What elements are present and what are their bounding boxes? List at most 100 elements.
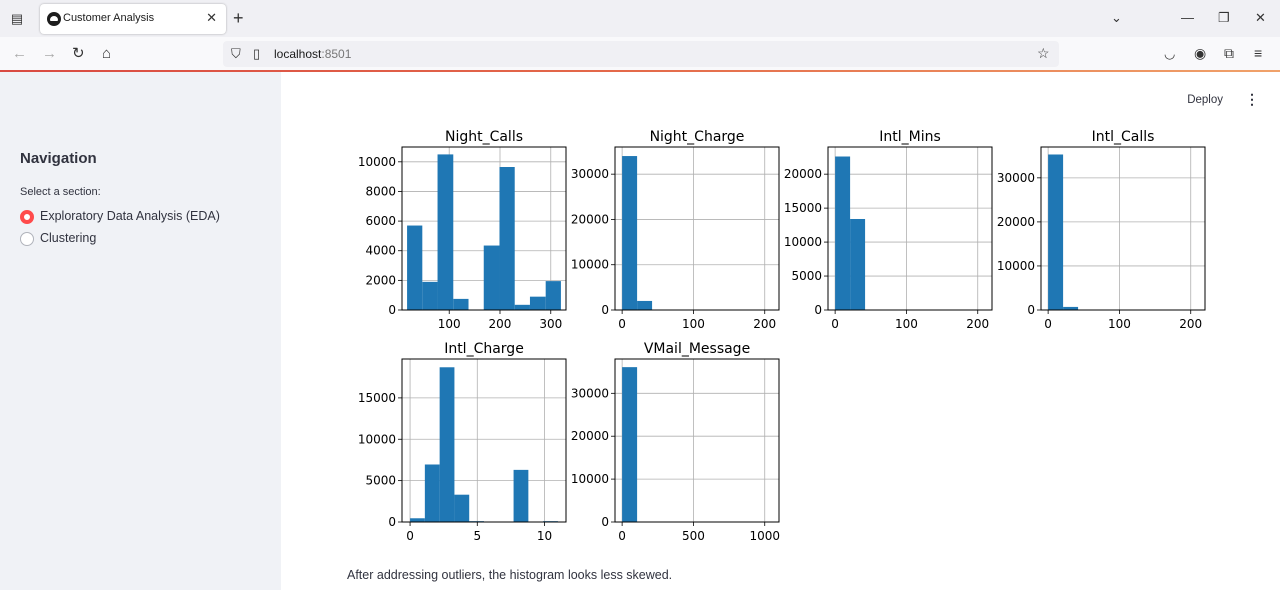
axes-frame [827, 146, 993, 311]
histogram-bar [424, 464, 440, 522]
y-tick-label: 10000 [358, 155, 396, 169]
histogram-bar [439, 367, 455, 522]
radio-option-clustering[interactable]: Clustering [20, 230, 260, 248]
list-all-tabs-icon[interactable]: ⌄ [1111, 10, 1122, 25]
x-tick-label: 100 [438, 317, 461, 331]
new-tab-icon[interactable]: + [233, 8, 244, 28]
histogram-bar [637, 300, 653, 310]
histogram-title: Intl_Charge [444, 341, 524, 357]
radio-option-eda[interactable]: Exploratory Data Analysis (EDA) [20, 208, 260, 226]
histogram-title: VMail_Message [644, 341, 750, 357]
radio-selected-icon[interactable] [20, 210, 34, 224]
y-tick-label: 30000 [997, 171, 1035, 185]
histogram-bar [422, 281, 438, 310]
url-port: :8501 [321, 47, 352, 61]
reload-icon[interactable]: ↻ [72, 45, 85, 62]
x-tick-label: 1000 [749, 529, 780, 543]
y-tick-label: 10000 [571, 258, 609, 272]
y-tick-label: 5000 [365, 474, 396, 488]
bookmark-star-icon[interactable]: ☆ [1037, 45, 1050, 61]
x-tick-label: 300 [539, 317, 562, 331]
x-tick-label: 0 [618, 317, 626, 331]
x-tick-label: 0 [831, 317, 839, 331]
x-tick-label: 100 [895, 317, 918, 331]
section-select-label: Select a section: [20, 186, 101, 198]
y-tick-label: 15000 [784, 201, 822, 215]
histogram-intl-charge: 0 5 10 0 5000 10000 15000 Intl_Charge [358, 341, 567, 543]
close-window-icon[interactable]: ✕ [1255, 10, 1266, 25]
radio-option-label: Exploratory Data Analysis (EDA) [40, 209, 220, 223]
y-tick-label: 0 [601, 303, 609, 317]
close-tab-icon[interactable]: ✕ [206, 10, 217, 25]
histogram-caption: After addressing outliers, the histogram… [347, 568, 673, 582]
page-load-bar [0, 70, 1280, 72]
x-tick-label: 0 [1044, 317, 1052, 331]
url-text: localhost:8501 [274, 47, 351, 61]
histogram-intl-mins: 0 100 200 0 5000 10000 15000 20000 Intl_Mins [784, 129, 993, 331]
menu-icon[interactable]: ≡ [1254, 45, 1263, 61]
extensions-icon[interactable]: ⧉ [1224, 45, 1234, 61]
forward-icon[interactable]: → [42, 45, 57, 62]
x-tick-label: 200 [1179, 317, 1202, 331]
browser-tab[interactable]: Customer Analysis ✕ [40, 4, 226, 34]
histogram-bar [545, 281, 561, 310]
histogram-title: Night_Charge [650, 129, 745, 145]
x-tick-label: 5 [473, 529, 481, 543]
histogram-bar [454, 494, 470, 522]
pocket-icon[interactable]: ◡ [1164, 46, 1176, 61]
y-tick-label: 30000 [571, 167, 609, 181]
shield-icon[interactable]: ⛉ [231, 46, 241, 61]
histogram-night-charge: 0 100 200 0 10000 20000 30000 Night_Charge [571, 129, 780, 331]
axes-frame [614, 146, 780, 311]
y-tick-label: 10000 [997, 259, 1035, 273]
y-tick-label: 20000 [784, 167, 822, 181]
x-tick-label: 10 [537, 529, 552, 543]
histogram-bar [410, 518, 425, 522]
y-tick-label: 8000 [365, 184, 396, 198]
minimize-icon[interactable]: — [1181, 10, 1194, 25]
y-tick-label: 10000 [358, 432, 396, 446]
url-bar[interactable]: ⛉ ▯ localhost:8501 ☆ [223, 41, 1059, 67]
histogram-figure: 100 200 3000200040006000800010000Night_Cal… [358, 129, 1206, 543]
axes-frame [1040, 146, 1206, 311]
y-tick-label: 10000 [784, 235, 822, 249]
x-tick-label: 200 [966, 317, 989, 331]
y-tick-label: 0 [814, 303, 822, 317]
histogram-title: Intl_Mins [879, 129, 941, 145]
histogram-bar [453, 298, 469, 310]
sidebar-title: Navigation [20, 150, 97, 167]
histogram-bar [499, 167, 515, 310]
tab-bar: ▤ Customer Analysis ✕ + ⌄ — ❐ ✕ [0, 0, 1280, 37]
y-tick-label: 2000 [365, 273, 396, 287]
histogram-bar [850, 218, 866, 310]
account-icon[interactable]: ◉ [1194, 45, 1207, 61]
x-tick-label: 500 [682, 529, 705, 543]
histogram-bar [622, 367, 638, 522]
y-tick-label: 0 [601, 515, 609, 529]
histogram-bar [529, 296, 546, 310]
histogram-bar [622, 156, 638, 310]
axes-frame [614, 358, 780, 523]
histogram-bar [437, 154, 454, 310]
y-tick-label: 20000 [571, 212, 609, 226]
tab-list-icon[interactable]: ▤ [10, 11, 24, 26]
y-tick-label: 4000 [365, 244, 396, 258]
home-icon[interactable]: ⌂ [102, 45, 112, 62]
histogram-bar [835, 156, 851, 310]
y-tick-label: 5000 [791, 269, 822, 283]
back-icon[interactable]: ← [12, 45, 27, 62]
histogram-title: Night_Calls [445, 129, 523, 145]
axes-frame [401, 358, 567, 523]
histogram-night-calls: 100 200 300 0 2000 4000 6000 8000 10000 Night_Cal… [358, 129, 567, 331]
y-tick-label: 30000 [571, 386, 609, 400]
y-tick-label: 20000 [997, 215, 1035, 229]
x-tick-label: 200 [489, 317, 512, 331]
deploy-button[interactable]: Deploy [1187, 94, 1223, 106]
histogram-bar [1063, 306, 1079, 310]
x-tick-label: 200 [753, 317, 776, 331]
page-info-icon[interactable]: ▯ [253, 46, 261, 61]
restore-icon[interactable]: ❐ [1218, 10, 1230, 25]
y-tick-label: 0 [388, 515, 396, 529]
radio-unselected-icon[interactable] [20, 232, 34, 246]
histogram-bar [513, 469, 529, 522]
